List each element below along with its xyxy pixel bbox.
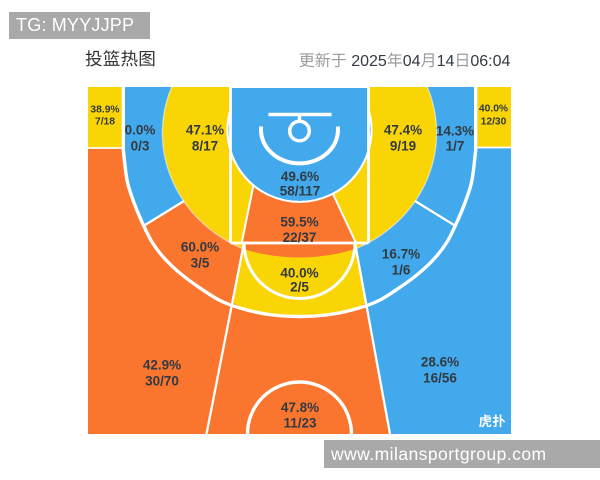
svg-text:47.1%: 47.1%	[186, 123, 224, 138]
svg-text:49.6%: 49.6%	[281, 169, 319, 184]
svg-text:28.6%: 28.6%	[421, 355, 459, 370]
svg-text:9/19: 9/19	[390, 139, 416, 154]
svg-text:47.4%: 47.4%	[384, 123, 422, 138]
svg-text:40.0%: 40.0%	[479, 104, 508, 115]
svg-text:40.0%: 40.0%	[280, 266, 318, 281]
svg-text:60.0%: 60.0%	[181, 240, 219, 255]
svg-text:1/7: 1/7	[446, 139, 465, 154]
svg-text:11/23: 11/23	[283, 416, 317, 431]
svg-text:22/37: 22/37	[283, 230, 317, 245]
svg-text:42.9%: 42.9%	[143, 358, 181, 373]
svg-text:58/117: 58/117	[280, 184, 321, 199]
svg-text:16.7%: 16.7%	[382, 247, 420, 262]
svg-text:3/5: 3/5	[191, 256, 210, 271]
svg-text:8/17: 8/17	[192, 139, 218, 154]
svg-text:38.9%: 38.9%	[90, 105, 119, 116]
svg-text:47.8%: 47.8%	[281, 400, 319, 415]
svg-text:1/6: 1/6	[392, 263, 411, 278]
svg-text:59.5%: 59.5%	[280, 215, 318, 230]
svg-text:0/3: 0/3	[131, 139, 150, 154]
svg-text:7/18: 7/18	[95, 117, 115, 128]
svg-text:14: 14	[437, 53, 455, 70]
svg-text:04: 04	[403, 53, 421, 70]
svg-text:30/70: 30/70	[145, 374, 179, 389]
svg-text:16/56: 16/56	[423, 371, 457, 386]
svg-text:12/30: 12/30	[481, 117, 507, 128]
svg-text:06:04: 06:04	[470, 53, 510, 70]
svg-text:2/5: 2/5	[290, 280, 309, 295]
svg-text:14.3%: 14.3%	[436, 124, 474, 139]
svg-text:2025: 2025	[351, 53, 387, 70]
svg-text:0.0%: 0.0%	[125, 123, 156, 138]
